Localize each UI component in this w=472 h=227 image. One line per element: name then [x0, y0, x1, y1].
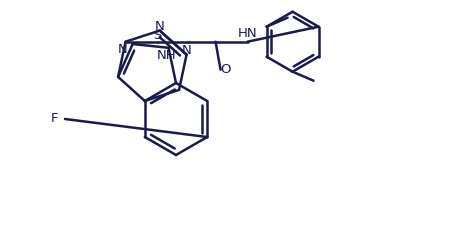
Text: N: N [155, 20, 165, 33]
Text: NH: NH [157, 49, 177, 62]
Text: HN: HN [238, 27, 257, 40]
Text: N: N [182, 44, 192, 57]
Text: S: S [153, 29, 162, 42]
Text: N: N [118, 43, 127, 56]
Text: O: O [220, 63, 231, 76]
Text: F: F [51, 113, 59, 126]
